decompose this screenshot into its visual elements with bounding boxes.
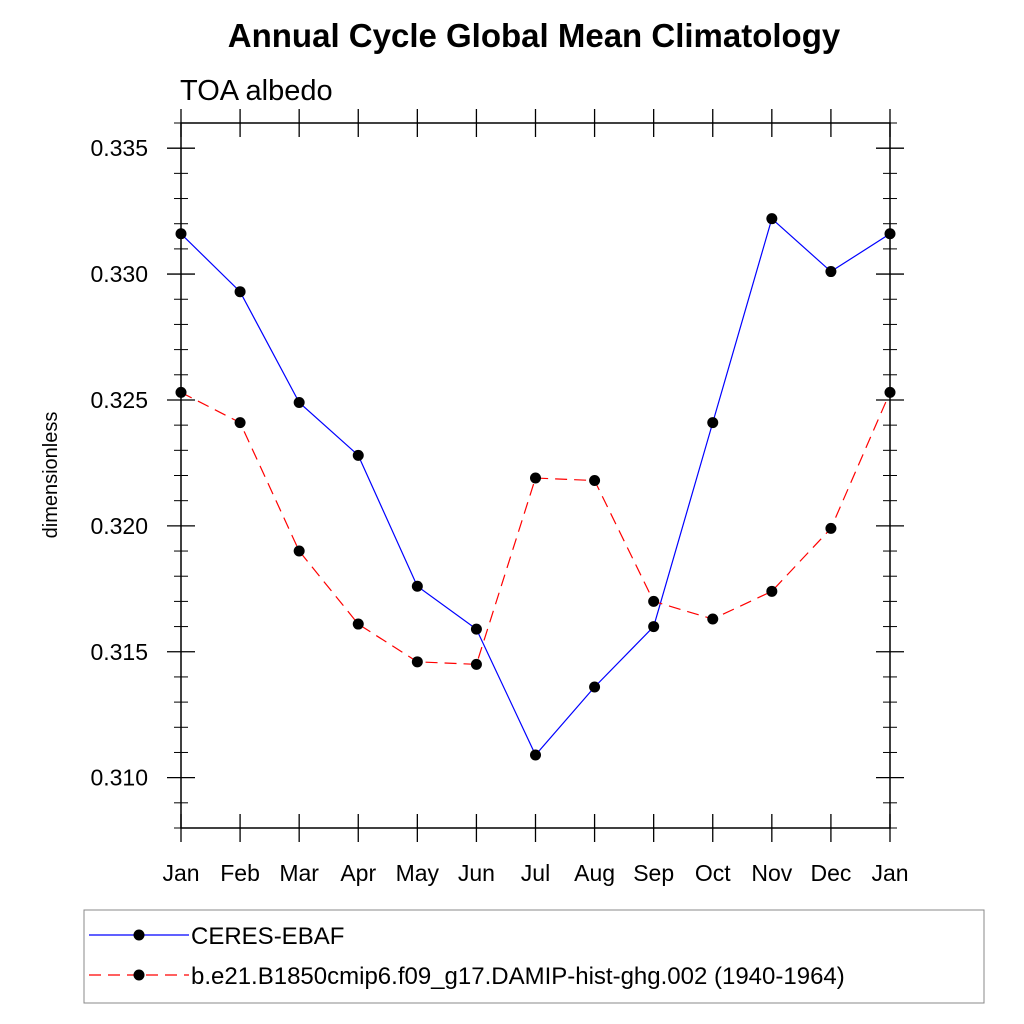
x-tick-label: Feb — [220, 860, 260, 886]
data-point — [175, 386, 187, 398]
data-point — [825, 266, 837, 278]
data-point — [707, 613, 719, 625]
data-point — [293, 396, 305, 408]
data-point — [589, 681, 601, 693]
data-point — [470, 658, 482, 670]
data-point — [175, 228, 187, 240]
legend-label-1: CERES-EBAF — [191, 923, 344, 950]
data-point — [766, 213, 778, 225]
y-tick-label: 0.330 — [90, 261, 148, 287]
axes: 0.310 0.315 0.320 0.325 0.330 0.335 Jan Feb Mar A… — [90, 109, 909, 886]
x-tick-label: Dec — [810, 860, 851, 886]
legend-marker-2 — [133, 969, 145, 981]
data-point — [648, 595, 660, 607]
data-point — [707, 417, 719, 429]
y-tick-label: 0.335 — [90, 135, 148, 161]
x-tick-label: Oct — [695, 860, 731, 886]
x-tick-label: Nov — [751, 860, 792, 886]
data-point — [352, 618, 364, 630]
legend-label-2: b.e21.B1850cmip6.f09_g17.DAMIP-hist-ghg.… — [191, 963, 845, 990]
y-tick-label: 0.320 — [90, 513, 148, 539]
data-point — [234, 417, 246, 429]
x-tick-label: Jul — [521, 860, 550, 886]
data-point — [648, 621, 660, 633]
data-point — [530, 749, 541, 761]
data-point — [470, 623, 482, 635]
x-tick-label: Apr — [340, 860, 376, 886]
y-tick-label: 0.310 — [90, 765, 148, 791]
data-point — [293, 545, 305, 557]
legend-marker-1 — [133, 929, 145, 941]
x-tick-label: Jan — [162, 860, 199, 886]
series-line — [180, 217, 891, 757]
data-point — [825, 522, 837, 534]
data-point — [766, 585, 778, 597]
y-tick-label: 0.325 — [90, 387, 148, 413]
data-point — [530, 472, 541, 484]
data-point — [884, 386, 896, 398]
x-tick-label: May — [396, 860, 440, 886]
legend: CERES-EBAF b.e21.B1850cmip6.f09_g17.DAMIP… — [83, 909, 985, 1004]
data-point — [234, 286, 246, 298]
data-point — [352, 449, 364, 461]
x-tick-label: Aug — [574, 860, 615, 886]
series-2 — [175, 386, 896, 670]
x-tick-label: Mar — [279, 860, 319, 886]
y-tick-label: 0.315 — [90, 639, 148, 665]
y-axis-label: dimensionless — [40, 412, 62, 539]
x-tick-label: Jan — [871, 860, 908, 886]
series-layer — [175, 213, 896, 761]
series-1 — [175, 213, 896, 761]
series-line — [180, 391, 891, 665]
data-point — [411, 580, 423, 592]
chart-title: Annual Cycle Global Mean Climatology — [228, 17, 841, 54]
data-point — [589, 475, 601, 487]
x-tick-label: Sep — [633, 860, 674, 886]
data-point — [884, 228, 896, 240]
x-tick-label: Jun — [458, 860, 495, 886]
chart-subtitle: TOA albedo — [180, 75, 333, 107]
legend-box — [83, 909, 985, 1004]
data-point — [411, 656, 423, 668]
